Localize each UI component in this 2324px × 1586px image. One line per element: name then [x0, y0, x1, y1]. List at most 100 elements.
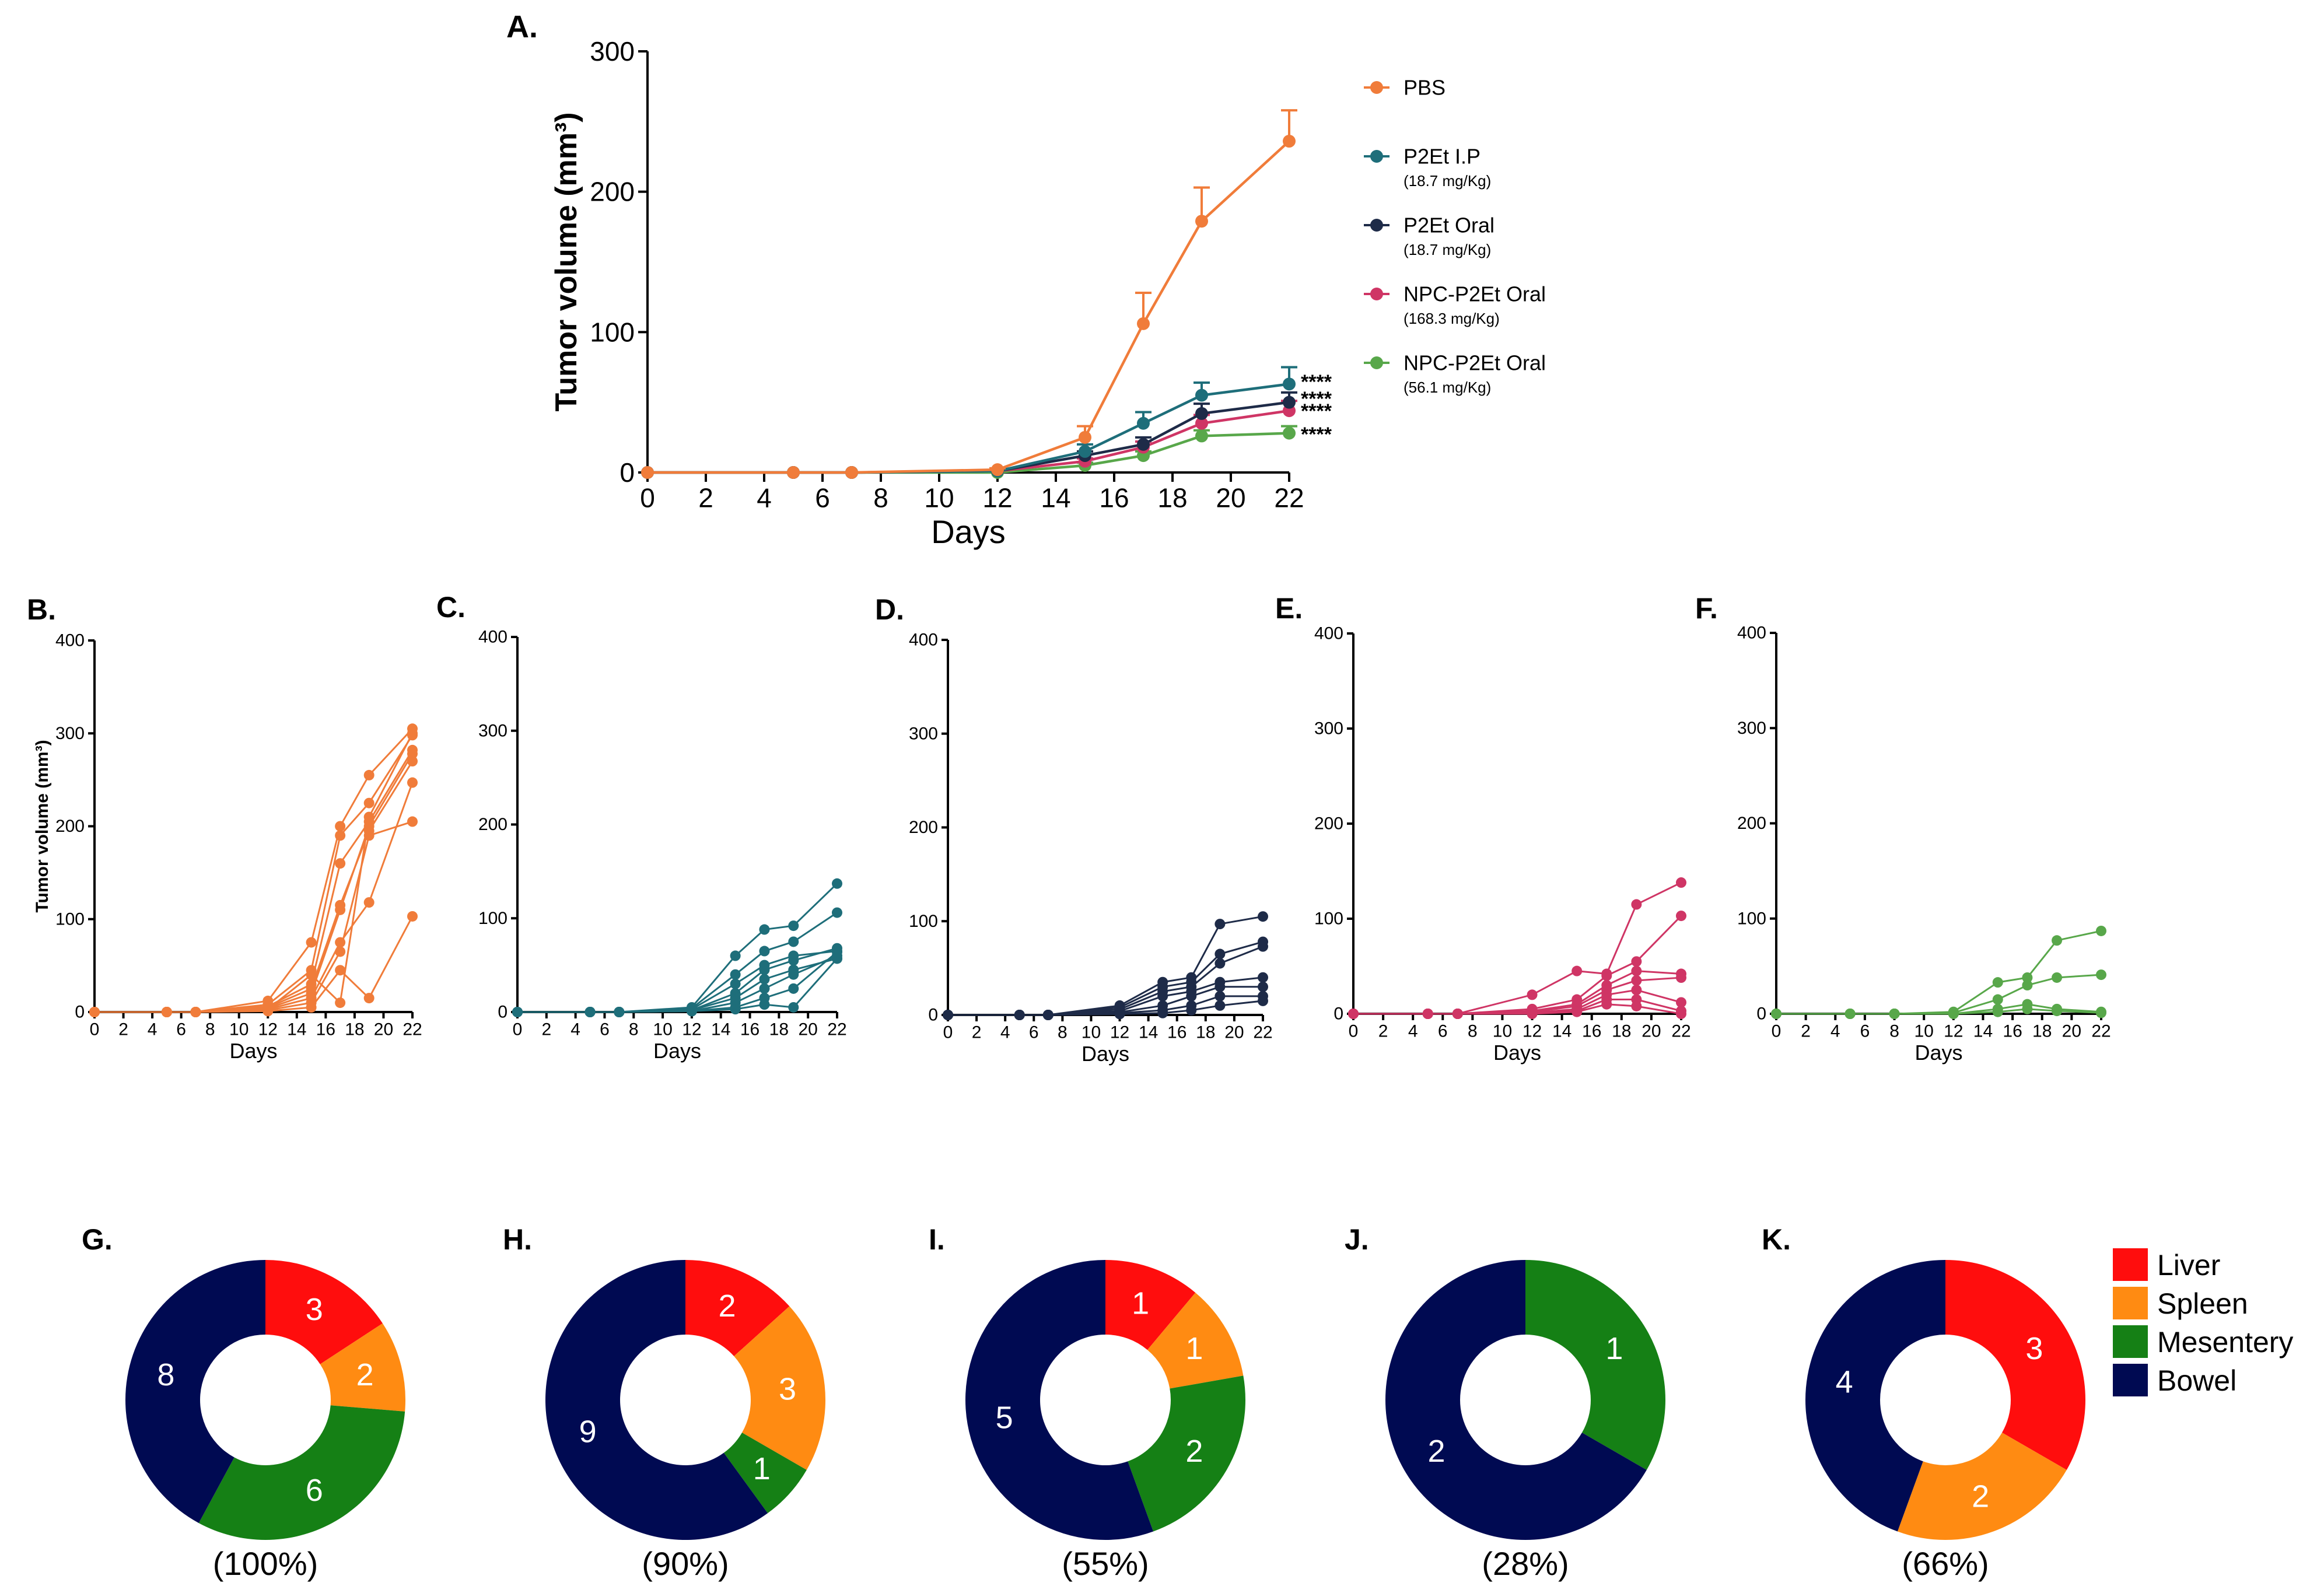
significance-stars: ****: [1301, 423, 1332, 446]
legend-item: NPC-P2Et Oral (56.1 mg/Kg): [1364, 351, 1546, 396]
y-tick-label: 200: [1737, 814, 1766, 833]
data-point: [991, 463, 1004, 477]
series-line: [94, 728, 414, 1013]
data-point: [832, 907, 842, 918]
data-point: [1845, 1009, 1856, 1019]
y-tick-label: 400: [55, 631, 85, 650]
x-tick-label: 4: [1000, 1023, 1010, 1042]
x-tick-label: 12: [982, 483, 1012, 513]
x-tick-label: 10: [1914, 1022, 1933, 1041]
x-tick-label: 10: [653, 1020, 672, 1039]
pie-slice-spleen: [1147, 1293, 1244, 1389]
x-tick-label: 10: [1493, 1022, 1512, 1041]
data-point: [788, 969, 799, 980]
x-tick-label: 4: [1408, 1022, 1418, 1041]
x-tick-label: 22: [1671, 1022, 1690, 1041]
x-axis-title: Days: [1915, 1041, 1962, 1065]
data-point: [1195, 388, 1208, 402]
y-tick-label: 100: [55, 909, 85, 929]
data-point: [730, 950, 741, 961]
data-point: [1214, 1000, 1226, 1011]
x-tick-label: 16: [1167, 1023, 1186, 1042]
pie-legend-item: Spleen: [2113, 1287, 2248, 1320]
individual-series: [89, 911, 418, 1017]
data-point: [1572, 965, 1583, 976]
data-point: [1948, 1009, 1959, 1019]
panel-g: G. 32 6 8 (100%): [82, 1223, 405, 1582]
y-tick-label: 400: [1314, 624, 1343, 643]
panel-label: C.: [436, 591, 466, 624]
data-point: [1195, 215, 1208, 228]
data-point: [306, 937, 317, 948]
pie-slice-mesentery: [1525, 1260, 1666, 1470]
data-point: [363, 769, 374, 780]
x-axis-title: Days: [931, 513, 1006, 550]
x-axis-title: Days: [1082, 1042, 1129, 1066]
data-point: [730, 969, 741, 980]
x-tick-label: 20: [798, 1020, 817, 1039]
x-tick-label: 20: [374, 1020, 393, 1039]
x-tick-label: 6: [600, 1020, 610, 1039]
x-tick-label: 14: [287, 1020, 306, 1039]
series-line: [648, 432, 1290, 474]
x-tick-label: 20: [1642, 1022, 1661, 1041]
x-tick-label: 6: [815, 483, 830, 513]
y-tick-label: 400: [909, 631, 938, 650]
data-point: [2096, 1007, 2106, 1018]
data-point: [1422, 1009, 1433, 1019]
data-point: [1771, 1009, 1782, 1019]
data-point: [407, 777, 418, 788]
data-point: [335, 997, 346, 1009]
x-tick-label: 12: [1944, 1022, 1963, 1041]
x-tick-label: 22: [2091, 1022, 2110, 1041]
individual-series: [89, 728, 418, 1017]
x-tick-label: 10: [1082, 1023, 1101, 1042]
y-tick-label: 400: [478, 628, 508, 647]
data-point: [730, 978, 741, 989]
pie-legend-item: Liver: [2113, 1248, 2220, 1282]
data-point: [306, 969, 317, 981]
panel-label: E.: [1275, 592, 1303, 625]
legend-label: P2Et I.P: [1404, 145, 1480, 169]
slice-label: 9: [579, 1414, 597, 1449]
legend-sublabel: (56.1 mg/Kg): [1404, 379, 1491, 396]
panel-label: B.: [27, 593, 56, 626]
series-line: [94, 750, 414, 1013]
data-point: [788, 936, 799, 947]
data-point: [759, 974, 770, 985]
pie-slice-liver: [1945, 1260, 2086, 1470]
panel-label: D.: [875, 593, 904, 626]
x-tick-label: 2: [698, 483, 713, 513]
y-tick-label: 200: [478, 815, 508, 834]
pie-slice-spleen: [320, 1323, 405, 1412]
y-tick-label: 200: [590, 177, 635, 207]
legend-swatch: [2113, 1248, 2148, 1281]
data-point: [1258, 995, 1268, 1006]
x-tick-label: 4: [757, 483, 772, 513]
x-tick-label: 18: [2032, 1022, 2052, 1041]
x-tick-label: 0: [1772, 1022, 1782, 1041]
x-tick-label: 16: [316, 1020, 335, 1039]
data-point: [1601, 999, 1612, 1010]
y-axis-title: Tumor volume (mm³): [550, 112, 583, 411]
panel-label: J.: [1345, 1223, 1369, 1256]
data-point: [1676, 1009, 1686, 1019]
legend-sublabel: (18.7 mg/Kg): [1404, 172, 1491, 190]
data-point: [759, 999, 770, 1010]
data-point: [759, 983, 770, 994]
pie-slice-bowel: [965, 1260, 1154, 1541]
pie-legend: Liver Spleen Mesentery Bowel: [2113, 1248, 2293, 1397]
x-tick-label: 0: [640, 483, 655, 513]
data-point: [512, 1007, 523, 1017]
data-point: [1079, 444, 1091, 458]
series-line: [648, 401, 1290, 474]
data-point: [1214, 958, 1226, 969]
data-point: [1258, 941, 1268, 952]
series-line: [517, 957, 838, 1013]
legend-marker: [1370, 81, 1383, 94]
x-tick-label: 6: [1029, 1023, 1039, 1042]
data-point: [1195, 429, 1208, 443]
data-point: [407, 748, 418, 759]
legend-item: P2Et Oral (18.7 mg/Kg): [1364, 213, 1494, 258]
